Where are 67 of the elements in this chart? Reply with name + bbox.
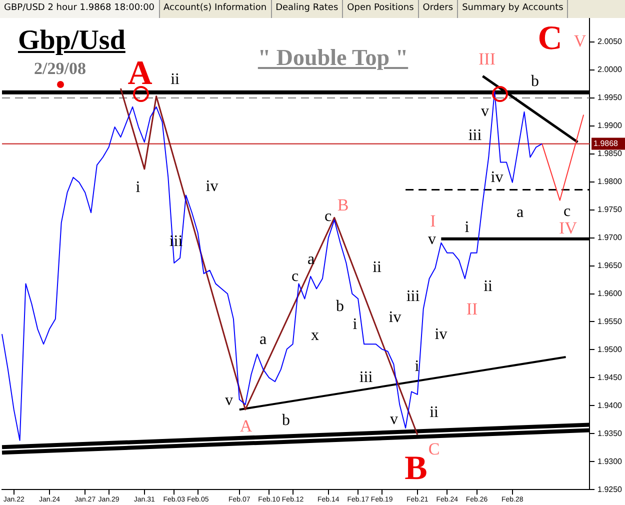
annotation: ii bbox=[430, 404, 439, 422]
text: Summary by Accounts bbox=[458, 0, 568, 18]
annotation: i bbox=[352, 316, 358, 334]
annotation: iv bbox=[434, 326, 448, 344]
annotation: A bbox=[240, 416, 253, 436]
annotation: iii bbox=[359, 369, 374, 386]
annotation: II bbox=[466, 299, 478, 318]
text: Orders bbox=[418, 0, 458, 18]
annotation: iii bbox=[468, 127, 482, 144]
annotation: C bbox=[428, 439, 440, 458]
y-tick-label: 1.9650 bbox=[598, 260, 623, 270]
y-tick-label: 1.9750 bbox=[598, 205, 623, 214]
y-tick-label: 1.9350 bbox=[598, 428, 623, 438]
text: 2/29/08 bbox=[33, 59, 87, 79]
text: Account(s) Information bbox=[160, 0, 272, 18]
y-tick-label: 1.9700 bbox=[598, 233, 623, 242]
annotation: a bbox=[516, 204, 524, 222]
y-tick-label: 1.9450 bbox=[598, 372, 623, 382]
annotation: ii bbox=[372, 259, 382, 276]
annotation: a bbox=[259, 331, 267, 348]
annotation: iii bbox=[406, 288, 420, 306]
annotation: v bbox=[481, 103, 489, 120]
annotation: V bbox=[574, 31, 587, 50]
y-tick-label: 2.0050 bbox=[598, 37, 623, 46]
text: GBP/USD 2 hour 1.9868 18:00:00 bbox=[0, 0, 160, 18]
annotation: I bbox=[430, 211, 436, 230]
annotation: ii bbox=[170, 71, 180, 88]
annotation: c bbox=[563, 203, 571, 220]
y-tick-label: 1.9900 bbox=[598, 121, 623, 130]
annotation: b bbox=[531, 73, 539, 90]
annotation: v bbox=[428, 231, 436, 248]
annotation: C bbox=[538, 20, 562, 57]
y-tick-label: 1.9600 bbox=[598, 288, 623, 298]
annotation: IV bbox=[559, 218, 578, 238]
annotation: A bbox=[128, 54, 153, 92]
y-tick-label: 1.9850 bbox=[598, 149, 623, 158]
annotation: a bbox=[307, 251, 315, 268]
annotation: iv bbox=[388, 309, 402, 326]
annotation: iv bbox=[206, 178, 218, 196]
annotation: c bbox=[324, 208, 332, 226]
annotation: b bbox=[336, 298, 344, 316]
y-tick-label: 1.9800 bbox=[598, 177, 623, 186]
y-tick-label: 1.9550 bbox=[598, 316, 623, 326]
text: Open Positions bbox=[343, 0, 419, 18]
ref-line-label: 1.9868 bbox=[594, 139, 619, 148]
annotation: B bbox=[337, 195, 349, 214]
annotation: ii bbox=[484, 278, 493, 296]
y-tick-label: 1.9500 bbox=[598, 344, 623, 354]
annotation: III bbox=[478, 49, 496, 68]
y-tick-label: 2.0000 bbox=[598, 65, 623, 74]
annotation: B bbox=[404, 450, 428, 487]
annotation: c bbox=[291, 268, 299, 286]
annotation: i bbox=[414, 358, 420, 376]
y-tick-label: 1.9300 bbox=[598, 456, 623, 466]
annotation: i bbox=[464, 219, 470, 236]
annotation: " Double Top " bbox=[256, 45, 410, 71]
chart-title: Gbp/Usd bbox=[18, 25, 126, 57]
annotation: iv bbox=[490, 169, 504, 186]
text: Dealing Rates bbox=[272, 0, 344, 18]
annotation: v bbox=[390, 411, 398, 428]
annotation: x bbox=[311, 327, 319, 344]
annotation: i bbox=[136, 179, 141, 196]
annotation: v bbox=[225, 392, 233, 410]
annotation: b bbox=[282, 412, 290, 430]
y-tick-label: 1.9950 bbox=[598, 93, 623, 102]
y-tick-label: 1.9400 bbox=[598, 400, 623, 410]
y-tick-label: 1.9250 bbox=[598, 484, 623, 494]
